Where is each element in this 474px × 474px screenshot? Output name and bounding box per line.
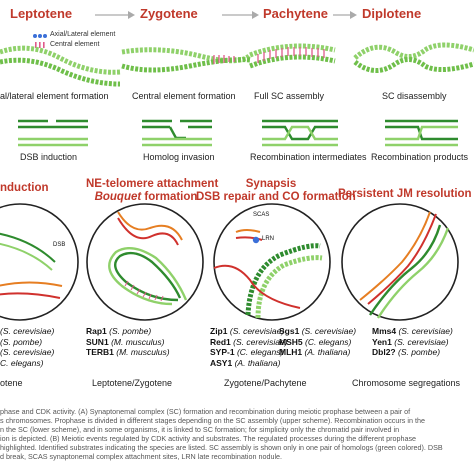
gene-row: Red1 (S. cerevisiae) [210,336,288,347]
caption-line: d break, SCAS synaptonemal complex attac… [0,452,283,461]
caption-line: phase and CDK activity. (A) Synaptonemal… [0,407,411,416]
bottom-label-2: Leptotene/Zygotene [92,378,173,388]
bottom-label-1: otene [0,378,23,388]
sc-caption-2: Central element formation [132,91,236,101]
sc-caption-4: SC disassembly [382,91,447,101]
sc-scheme-pachytene [249,43,336,69]
event-bouquet-line1: NE-telomere attachment [86,178,219,190]
label-lrn: LRN [262,236,275,242]
stage-arrow-1 [95,11,135,19]
gene-row: (S. cerevisiae) [0,326,55,336]
stage-arrow-2 [222,11,259,19]
event-jm-resolution: Persistent JM resolution [338,188,472,200]
caption-line: ion is depicted. (B) Meiotic events regu… [0,434,417,443]
gene-row: Mms4 (S. cerevisiae) [372,326,453,336]
recomb-products [385,119,458,147]
recomb-invasion [142,119,212,147]
gene-row: ASY1 (A. thaliana) [210,357,281,368]
event-synapsis-line1: Synapsis [245,178,297,190]
caption-line: s chromosomes. Prophase is divided in di… [0,416,425,425]
genes-col1: (S. cerevisiae) (S. pombe) (S. cerevisia… [0,326,54,368]
figure-caption: phase and CDK activity. (A) Synaptonemal… [0,407,474,461]
label-dsb: DSB [53,242,66,248]
recomb-caption-3: Recombination intermediates [250,152,367,162]
bottom-label-3: Zygotene/Pachytene [224,378,307,388]
nucleus-synapsis [213,203,331,321]
sc-caption-3: Full SC assembly [254,91,325,101]
event-dsb-induction: nduction [0,182,49,194]
sc-caption-1: al/lateral element formation [0,91,109,101]
event-synapsis: Synapsis DSB repair and CO formation [196,178,356,204]
nucleus-dsb-induction [0,203,79,321]
gene-row: C. elegans) [0,357,44,368]
gene-row: MLH1 (A. thaliana) [279,347,351,357]
legend-axial-label: Axial/Lateral element [50,31,116,38]
recomb-dsb [18,119,88,147]
gene-row: SYP-1 (C. elegans) [210,347,284,357]
sc-scheme-zygotene [121,47,252,73]
gene-row: TERB1 (M. musculus) [86,347,170,357]
stage-leptotene: Leptotene [10,6,73,21]
legend-axial-marker [33,34,47,38]
stage-arrow-3 [333,11,357,19]
recomb-caption-2: Homolog invasion [143,152,215,162]
stage-pachytene: Pachytene [263,6,329,21]
genes-col3b: Sgs1 (S. cerevisiae) MSH5 (C. elegans) M… [279,326,356,358]
recomb-intermediates [262,119,338,147]
gene-row: Rap1 (S. pombe) [86,326,152,336]
genes-col4: Mms4 (S. cerevisiae) Yen1 (S. cerevisiae… [372,326,453,358]
caption-line: n the SC (lower scheme), and in some org… [0,425,400,434]
event-synapsis-line2: DSB repair and CO formation [196,191,356,203]
stage-zygotene: Zygotene [140,6,198,21]
genes-col3a: Zip1 (S. cerevisiae) Red1 (S. cerevisiae… [210,326,288,368]
nucleus-jm-resolution [341,203,459,321]
label-scas: SCAS [253,212,270,218]
legend-central-label: Central element [50,41,100,48]
bottom-label-4: Chromosome segregations [352,378,461,388]
caption-line: highlighted. Identified substrates indic… [0,443,443,452]
recomb-caption-1: DSB induction [20,152,78,162]
gene-row: Yen1 (S. cerevisiae) [372,336,449,347]
gene-row: Sgs1 (S. cerevisiae) [279,326,357,336]
gene-row: (S. cerevisiae) [0,347,55,357]
event-bouquet: NE-telomere attachment Bouquet formation [86,178,219,204]
gene-row: Dbl2? (S. pombe) [372,347,441,357]
stage-diplotene: Diplotene [362,6,422,21]
gene-row: Zip1 (S. cerevisiae) [210,326,285,336]
genes-col2: Rap1 (S. pombe) SUN1 (M. musculus) TERB1… [86,326,170,358]
sc-scheme-leptotene [0,45,121,87]
event-bouquet-line2: Bouquet formation [94,191,198,203]
legend-central-marker [35,42,45,48]
lrn-node-dot [252,236,260,244]
nucleus-bouquet [86,203,204,321]
gene-row: (S. pombe) [0,336,43,347]
gene-row: SUN1 (M. musculus) [86,336,165,347]
gene-row: MSH5 (C. elegans) [279,336,352,347]
sc-scheme-diplotene [353,42,474,73]
recomb-caption-4: Recombination products [371,152,469,162]
